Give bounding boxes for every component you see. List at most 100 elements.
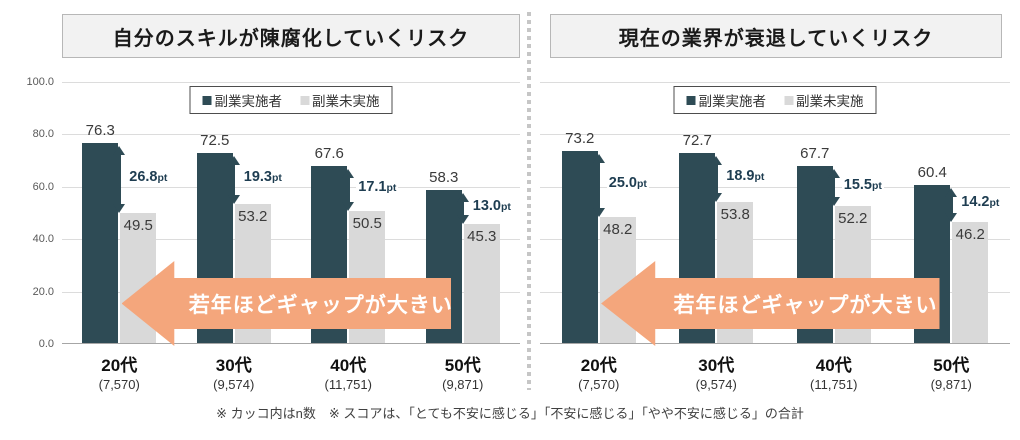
gap-value-label: 19.3pt xyxy=(241,169,284,186)
gap-arrow-head-down xyxy=(592,207,605,217)
category-n-label: (9,871) xyxy=(442,377,484,392)
bar-value-label: 49.5 xyxy=(123,217,153,235)
gap-value-label: 26.8pt xyxy=(127,169,170,186)
gap-arrow-head-up xyxy=(827,168,840,178)
legend-swatch-side-job xyxy=(686,95,696,105)
category-n-label: (7,570) xyxy=(578,377,620,392)
chart-title: 現在の業界が衰退していくリスク xyxy=(550,14,1002,58)
bar-value-label: 45.3 xyxy=(467,228,497,246)
category-n-label: (9,574) xyxy=(213,377,255,392)
legend: 副業実施者 副業未実施 xyxy=(673,86,877,114)
gridline xyxy=(540,186,1010,188)
gridline xyxy=(540,134,1010,136)
panel-divider xyxy=(527,12,531,390)
x-axis-category: 20代 (7,570) xyxy=(62,351,177,392)
category-n-label: (11,751) xyxy=(324,377,372,392)
x-axis-labels: 20代 (7,570) 30代 (9,574) 40代 (11,751) 50代 (9,871… xyxy=(540,351,1010,392)
bar-no-side-job xyxy=(952,221,989,343)
bar-value-label: 76.3 xyxy=(85,122,115,140)
bar-value-label: 72.5 xyxy=(200,132,230,150)
footnote: ※ カッコ内はn数 ※ スコアは、「とても不安に感じる」「不安に感じる」「やや不… xyxy=(216,406,804,421)
gridline xyxy=(540,239,1010,241)
gap-arrow-head-up xyxy=(710,155,723,165)
bar-side-job xyxy=(561,151,598,343)
gap-arrow-head-up xyxy=(592,154,605,164)
x-axis-category: 30代 (9,574) xyxy=(658,351,776,392)
gap-arrow-shaft xyxy=(346,175,350,204)
gap-unit: pt xyxy=(754,171,765,184)
plot-area: 副業実施者 副業未実施 73.2 48.2 25.0pt 72.7 53.8 18.9pt 6… xyxy=(540,82,1011,346)
x-axis-labels: 20代 (7,570) 30代 (9,574) 40代 (11,751) 50代 (9,871… xyxy=(62,351,520,392)
legend-item: 副業実施者 xyxy=(686,90,767,110)
gap-arrow-shaft xyxy=(117,153,121,207)
gridline xyxy=(62,239,520,241)
bar-value-label: 58.3 xyxy=(429,169,459,187)
legend-item: 副業未実施 xyxy=(300,90,380,110)
gap-arrow-head-down xyxy=(342,201,355,211)
gap-arrow-shaft xyxy=(232,163,236,197)
bar-group: 73.2 48.2 25.0pt xyxy=(540,82,658,343)
gap-arrow-head-down xyxy=(227,194,240,204)
bar-value-label: 67.6 xyxy=(314,144,344,162)
legend-item: 副業未実施 xyxy=(784,90,864,110)
gap-unit: pt xyxy=(271,172,282,185)
gap-arrow-shaft xyxy=(832,175,836,200)
x-axis-category: 40代 (11,751) xyxy=(775,351,893,392)
category-n-label: (9,574) xyxy=(695,377,737,392)
gap-arrow-head-down xyxy=(113,204,126,214)
x-axis-category: 50代 (9,871) xyxy=(893,351,1011,392)
chart-area: 100.0 80.0 60.0 40.0 20.0 0.0 副業実施者 副業未実施 76.3… xyxy=(20,76,520,350)
x-axis-category: 20代 (7,570) xyxy=(540,351,658,392)
gap-value-label: 25.0pt xyxy=(606,174,649,191)
bar-value-label: 53.2 xyxy=(238,207,268,225)
y-axis: 100.0 80.0 60.0 40.0 20.0 0.0 xyxy=(20,76,62,350)
x-axis-category: 40代 (11,751) xyxy=(291,351,406,392)
legend-swatch-side-job xyxy=(202,95,212,105)
gap-unit: pt xyxy=(386,182,397,195)
gridline xyxy=(62,186,520,188)
chart-area: 副業実施者 副業未実施 73.2 48.2 25.0pt 72.7 53.8 18.9pt 6… xyxy=(540,82,1011,346)
category-label: 20代 xyxy=(580,356,617,375)
category-label: 20代 xyxy=(101,356,138,375)
gap-arrow-head-down xyxy=(827,197,840,207)
bar-value-label: 50.5 xyxy=(352,214,382,232)
x-axis-category: 50代 (9,871) xyxy=(406,351,521,392)
category-label: 30代 xyxy=(215,356,252,375)
bar-value-label: 53.8 xyxy=(720,206,750,224)
bar-no-side-job xyxy=(463,224,500,343)
legend-swatch-no-side-job xyxy=(300,95,309,105)
gap-arrow-head-down xyxy=(945,212,958,222)
category-label: 40代 xyxy=(815,356,852,375)
category-label: 40代 xyxy=(330,356,367,375)
legend-label: 副業実施者 xyxy=(698,94,767,109)
gap-unit: pt xyxy=(636,177,647,190)
legend: 副業実施者 副業未実施 xyxy=(189,86,393,114)
bar-value-label: 52.2 xyxy=(838,210,868,228)
y-axis-tick-label: 100.0 xyxy=(26,76,54,88)
gap-arrow-shaft xyxy=(714,162,718,196)
bar-value-label: 73.2 xyxy=(565,130,595,148)
gridline xyxy=(62,134,520,136)
gap-arrow-head-up xyxy=(113,146,126,156)
gap-value-label: 13.0pt xyxy=(470,198,513,215)
gap-arrow-head-up xyxy=(945,187,958,197)
gap-arrow-head-up xyxy=(227,156,240,166)
bar-value-label: 67.7 xyxy=(800,144,830,162)
gridline xyxy=(540,82,1010,83)
category-label: 50代 xyxy=(444,356,481,375)
y-axis-tick-label: 60.0 xyxy=(32,180,54,193)
gap-value-label: 17.1pt xyxy=(356,179,399,196)
bar-value-label: 72.7 xyxy=(682,131,712,149)
gap-arrow-head-down xyxy=(456,215,469,225)
legend-swatch-no-side-job xyxy=(784,95,793,105)
gap-unit: pt xyxy=(871,179,882,192)
gap-value-label: 14.2pt xyxy=(959,194,1002,211)
legend-item: 副業実施者 xyxy=(202,90,283,110)
gap-unit: pt xyxy=(500,201,511,214)
gap-arrow-head-up xyxy=(456,193,469,203)
legend-label: 副業実施者 xyxy=(214,94,283,109)
bar-group: 60.4 46.2 14.2pt xyxy=(893,82,1011,343)
plot-area: 副業実施者 副業未実施 76.3 49.5 26.8pt 72.5 53.2 19.3pt 6… xyxy=(62,82,520,346)
category-n-label: (11,751) xyxy=(810,377,858,392)
